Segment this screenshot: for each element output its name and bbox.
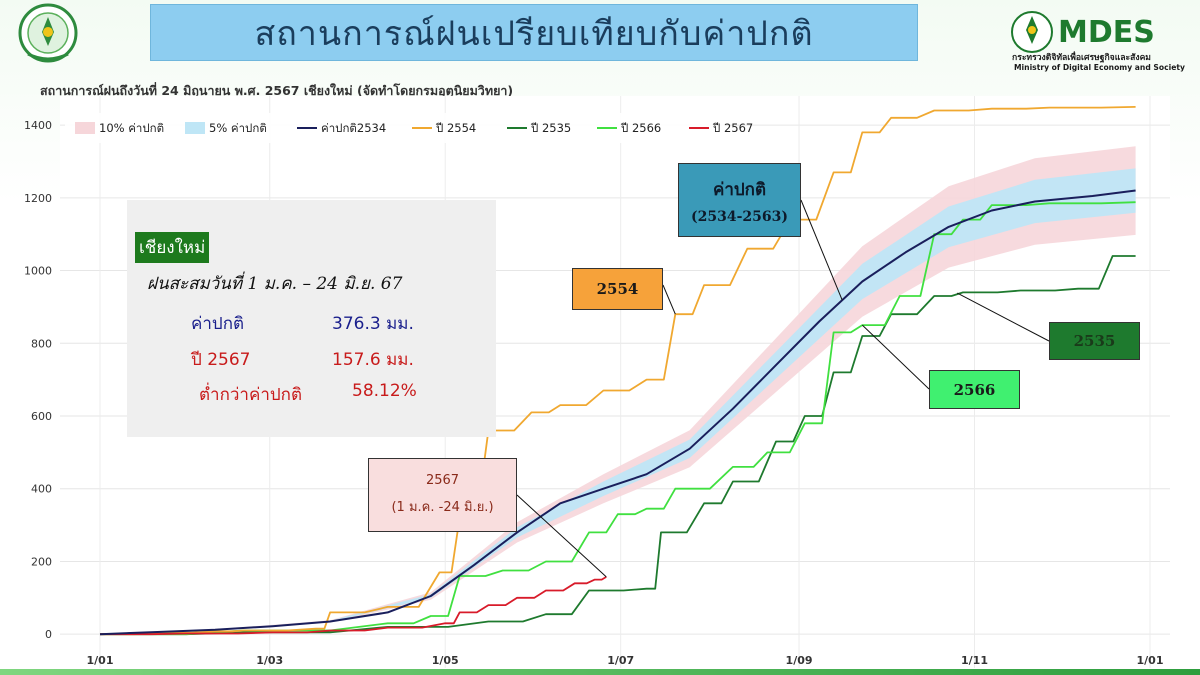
legend-label-y2566: ปี 2566 — [620, 121, 661, 135]
x-tick-label: 1/07 — [607, 654, 634, 667]
legend-label-y2554: ปี 2554 — [435, 121, 476, 135]
series-line-normal — [99, 189, 1136, 636]
legend-label-band5: 5% ค่าปกติ — [209, 121, 267, 135]
callout-2566: 2566 — [929, 370, 1020, 409]
series-line-y2535 — [100, 255, 1136, 636]
province-badge: เชียงใหม่ — [135, 232, 210, 263]
normal-bands — [100, 146, 1136, 635]
y-tick-label: 1200 — [24, 192, 52, 205]
x-tick-label: 1/01 — [1137, 654, 1164, 667]
mdes-logo: MDES กระทรวงดิจิทัลเพื่อเศรษฐกิจและสังคม… — [1011, 11, 1185, 72]
callout-2567: 2567 (1 ม.ค. -24 มิ.ย.) — [368, 458, 517, 532]
x-tick-label: 1/01 — [87, 654, 114, 667]
legend-label-band10: 10% ค่าปกติ — [99, 121, 164, 135]
y-tick-label: 800 — [31, 337, 52, 350]
callout-2567-period: (1 ม.ค. -24 มิ.ย.) — [391, 500, 494, 515]
legend-label-normal: ค่าปกติ2534 — [321, 121, 386, 135]
callout-2535: 2535 — [1049, 322, 1140, 360]
x-tick-label: 1/03 — [256, 654, 283, 667]
leader-normal — [800, 199, 843, 301]
series-line-y2566 — [100, 201, 1136, 636]
x-tick-label: 1/09 — [786, 654, 813, 667]
y-tick-label: 600 — [31, 410, 52, 423]
info-panel: เชียงใหม่ ฝนสะสมวันที่ 1 ม.ค. – 24 มิ.ย.… — [127, 200, 496, 437]
callout-2554: 2554 — [572, 268, 663, 310]
y-tick-label: 0 — [45, 628, 52, 641]
series-line-y2554 — [100, 106, 1136, 636]
below-normal-value: 58.12% — [352, 381, 417, 401]
leader-2566 — [861, 324, 930, 390]
x-tick-label: 1/05 — [432, 654, 459, 667]
year-value: 157.6 มม. — [332, 350, 414, 370]
annotation-leaders — [516, 199, 1050, 578]
mdes-thai-name: กระทรวงดิจิทัลเพื่อเศรษฐกิจและสังคม — [1012, 50, 1151, 63]
normal-callout: ค่าปกติ (2534-2563) — [678, 163, 801, 237]
y-tick-label: 1000 — [24, 265, 52, 278]
meteorological-center-logo — [18, 3, 78, 63]
series-lines — [99, 106, 1136, 636]
below-normal-label: ต่ำกว่าค่าปกติ — [199, 385, 303, 405]
normal-callout-label: ค่าปกติ — [712, 179, 767, 200]
bottom-accent-bar — [0, 669, 1200, 675]
y-tick-label: 200 — [31, 555, 52, 568]
chart-axes: 0 200 400 600 800 1000 1200 1400 1/01 1/03 1/05 1/0… — [24, 119, 1163, 667]
header-banner: สถานการณ์ฝนเปรียบเทียบกับค่าปกติ — [150, 4, 918, 61]
leader-2535 — [957, 292, 1050, 342]
accumulation-period: ฝนสะสมวันที่ 1 ม.ค. – 24 มิ.ย. 67 — [147, 274, 403, 294]
page-title: สถานการณ์ฝนเปรียบเทียบกับค่าปกติ — [254, 13, 814, 54]
legend-swatch-band5 — [185, 122, 205, 134]
normal-callout-period: (2534-2563) — [691, 208, 788, 225]
callout-2554-label: 2554 — [596, 280, 639, 298]
leader-2567 — [516, 494, 607, 578]
y-tick-label: 400 — [31, 483, 52, 496]
callout-2535-label: 2535 — [1073, 332, 1116, 350]
rainfall-chart: 0 200 400 600 800 1000 1200 1400 1/01 1/03 1/05 1/0… — [24, 96, 1170, 668]
legend-label-y2535: ปี 2535 — [530, 121, 571, 135]
callout-2566-label: 2566 — [953, 380, 996, 399]
chart-title: สถานการณ์ฝนถึงวันที่ 24 มิถุนายน พ.ศ. 25… — [40, 83, 514, 98]
mdes-wordmark: MDES — [1058, 15, 1155, 50]
callout-2567-label: 2567 — [425, 473, 460, 488]
band-5pct — [100, 168, 1136, 635]
leader-2554 — [662, 284, 676, 315]
mdes-english-name: Ministry of Digital Economy and Society — [1014, 63, 1185, 72]
normal-label: ค่าปกติ — [191, 314, 245, 334]
chart-legend: 10% ค่าปกติ 5% ค่าปกติ ค่าปกติ2534 ปี 2554 ป… — [65, 113, 753, 143]
y-tick-label: 1400 — [24, 119, 52, 132]
series-line-y2567 — [100, 576, 607, 636]
legend-label-y2567: ปี 2567 — [712, 121, 753, 135]
x-tick-label: 1/11 — [961, 654, 988, 667]
year-label: ปี 2567 — [191, 350, 251, 370]
normal-value: 376.3 มม. — [332, 314, 414, 334]
legend-swatch-band10 — [75, 122, 95, 134]
